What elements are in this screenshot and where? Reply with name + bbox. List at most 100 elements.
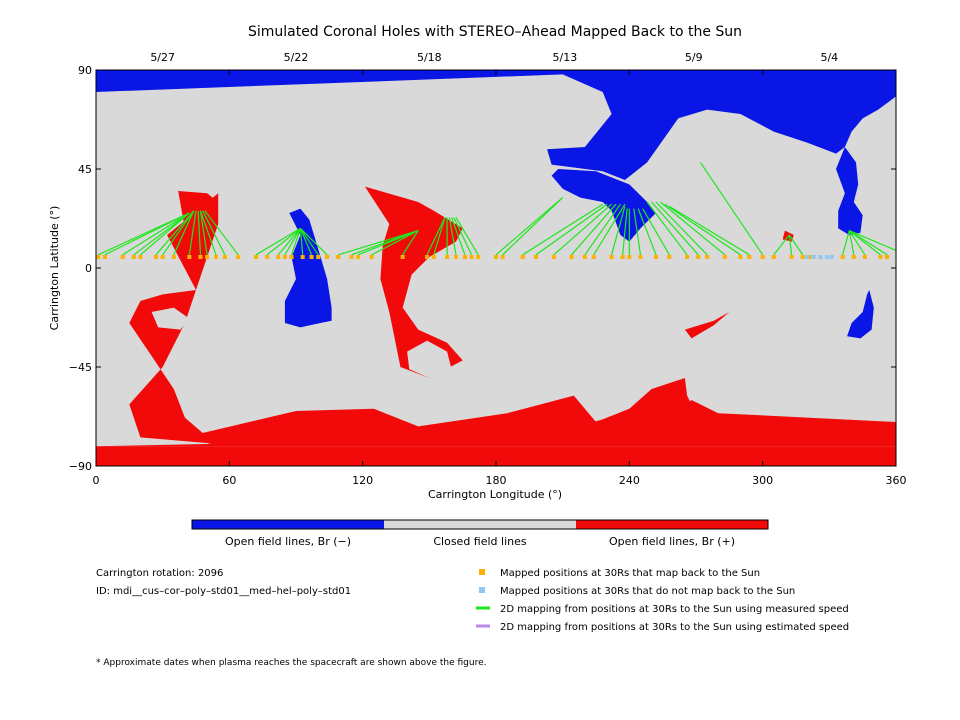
mapped-point-47: [654, 255, 658, 259]
mapped-point-33: [469, 255, 474, 259]
mapped-point-57: [789, 255, 794, 259]
measured-mapping-line-48: [642, 208, 670, 256]
mapped-point-5: [154, 255, 158, 259]
mapped-point-8: [187, 255, 192, 259]
measured-mapping-line-10: [199, 210, 208, 255]
footnote: * Approximate dates when plasma reaches …: [96, 658, 487, 668]
date-tick-label-1: 5/22: [284, 51, 309, 64]
mapped-point-59: [807, 255, 812, 259]
x-tick-label-4: 240: [619, 474, 640, 487]
mapped-point-26: [369, 255, 374, 259]
legend-estimated: 2D mapping from positions at 30Rs to the…: [500, 622, 849, 633]
date-tick-label-0: 5/27: [150, 51, 175, 64]
mapped-point-25: [356, 255, 361, 259]
measured-mapping-line-57: [788, 234, 793, 255]
mapped-point-24: [349, 255, 354, 259]
mapped-point-48: [667, 255, 672, 259]
mapped-point-34: [476, 255, 481, 259]
axes: 0 60 120 180 240 300 360 −90 −45 0 45 90: [69, 64, 907, 487]
measured-mapping-line-7: [173, 210, 195, 256]
x-tick-label-5: 300: [752, 474, 773, 487]
colorbar-label-negative: Open field lines, Br (−): [225, 535, 351, 548]
negative-hole-2: [847, 290, 874, 339]
measured-mapping-line-13: [204, 210, 239, 256]
closed-island-1: [151, 307, 190, 330]
mapped-point-35: [494, 255, 498, 259]
mapped-point-28: [425, 255, 430, 259]
mapped-point-54: [747, 255, 752, 259]
measured-mapping-line-56: [773, 234, 790, 256]
y-tick-label-3: 45: [78, 163, 92, 176]
measured-mapping-line-1: [104, 212, 190, 256]
mapped-point-10: [205, 255, 210, 259]
colorbar-closed: [384, 520, 576, 529]
measured-mapping-line-15: [266, 227, 301, 256]
x-tick-label-3: 180: [486, 474, 507, 487]
mapped-point-23: [336, 255, 341, 259]
positive-region-3: [178, 191, 219, 242]
mapped-point-19: [300, 255, 305, 259]
mapped-point-22: [325, 255, 330, 259]
colorbar-frame: [191, 519, 769, 530]
measured-mapping-line-17: [284, 228, 301, 256]
mapped-point-32: [462, 255, 467, 259]
mapped-point-17: [282, 255, 287, 259]
measured-mapping-line-19: [299, 228, 304, 255]
measured-mapping-line-52: [660, 201, 726, 256]
measured-mapping-line-34: [455, 217, 479, 256]
negative-hole-3: [284, 208, 332, 328]
measured-mapping-line-42: [593, 203, 626, 256]
x-tick-label-0: 0: [93, 474, 100, 487]
x-axis-label: Carrington Longitude (°): [428, 488, 562, 501]
mapped-point-21: [316, 255, 321, 259]
mapped-point-37: [520, 255, 525, 259]
measured-mapping-line-32: [450, 217, 466, 256]
x-tick-label-2: 120: [352, 474, 373, 487]
measured-mapping-line-51: [655, 201, 708, 256]
mapped-point-2: [120, 255, 125, 259]
plot-area: [95, 69, 897, 467]
measured-mapping-line-46: [633, 208, 642, 255]
y-tick-label-2: 0: [85, 262, 92, 275]
mapped-point-63: [878, 255, 883, 259]
mapped-point-13: [236, 255, 241, 259]
measured-mapping-line-12: [202, 210, 226, 256]
y-tick-label-4: 90: [78, 64, 92, 77]
date-tick-label-4: 5/9: [685, 51, 703, 64]
unmapped-point-2: [818, 255, 823, 259]
date-tick-label-2: 5/18: [417, 51, 442, 64]
measured-mapping-line-36: [502, 197, 564, 256]
measured-mapping-line-6: [162, 210, 195, 256]
negative-hole-1: [836, 147, 863, 235]
mapped-point-9: [198, 255, 203, 259]
measured-mapping-line-21: [299, 228, 319, 256]
measured-mapping-line-4: [140, 212, 190, 256]
x-tick-label-1: 60: [222, 474, 236, 487]
measured-mapping-line-47: [637, 208, 657, 256]
measured-mapping-line-44: [622, 208, 628, 255]
positive-region-4: [684, 312, 730, 339]
mapped-point-44: [620, 255, 625, 259]
measured-mapping-line-59: [842, 230, 850, 255]
measured-mapping-line-40: [571, 203, 617, 256]
measured-mapping-line-33: [453, 217, 473, 256]
mapped-point-39: [551, 255, 556, 259]
measured-mapping-line-3: [133, 212, 190, 256]
measured-mapping-line-43: [610, 206, 626, 255]
measured-mapping-line-41: [584, 203, 621, 256]
colorbar-label-positive: Open field lines, Br (+): [609, 535, 735, 548]
measured-mapping-line-29: [433, 217, 446, 255]
mapped-point-15: [265, 255, 270, 259]
y-axis-label: Carrington Latitude (°): [48, 206, 61, 331]
positive-region-2: [364, 186, 463, 378]
mapped-point-51: [705, 255, 710, 259]
closed-island-0: [407, 340, 452, 378]
measured-mapping-line-5: [155, 210, 195, 256]
date-tick-label-5: 5/4: [820, 51, 838, 64]
measured-mapping-line-38: [535, 203, 608, 256]
measured-mapping-line-35: [495, 197, 564, 256]
measured-mapping-line-2: [122, 212, 190, 256]
mapped-point-7: [171, 255, 176, 259]
colorbar-negative: [192, 520, 384, 529]
